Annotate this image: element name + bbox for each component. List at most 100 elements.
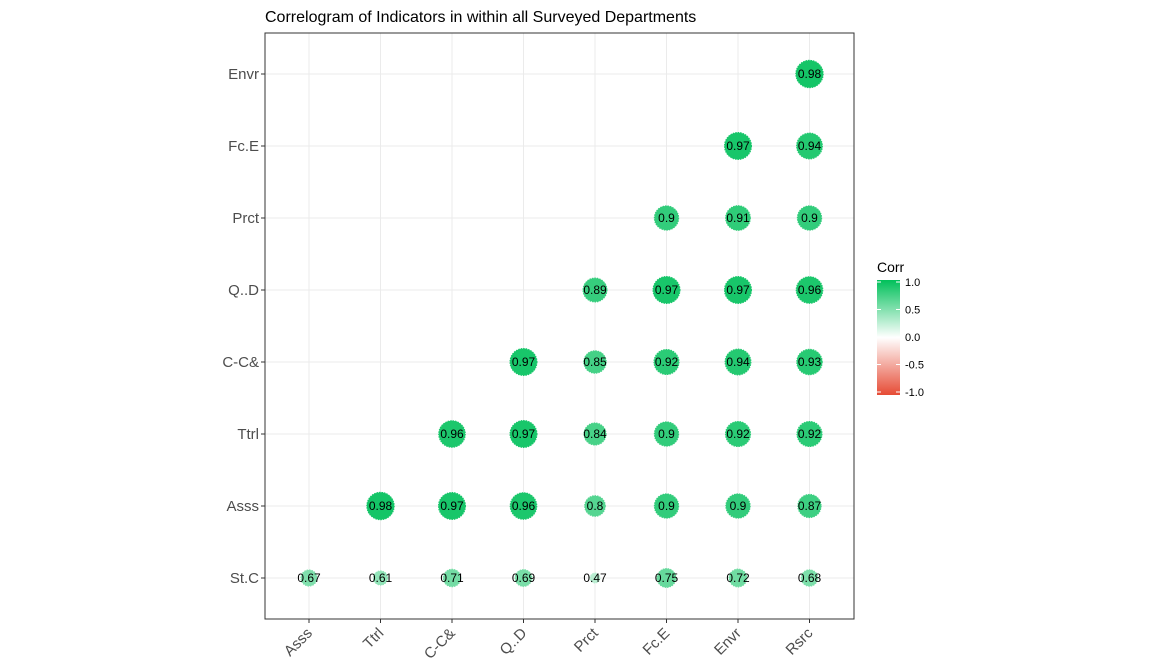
y-tick-label: Q..D [228, 282, 259, 299]
corr-value-label: 0.61 [369, 571, 393, 585]
corr-circle [372, 570, 389, 586]
corr-value-label: 0.85 [583, 355, 607, 369]
legend-tick-label: 0.5 [905, 305, 920, 317]
corr-value-label: 0.8 [587, 499, 604, 513]
x-axis: Asss Ttrl C-C& Q..D Prct Fc.E Envr Rsrc [281, 619, 817, 663]
corr-circle [724, 348, 752, 376]
corr-value-label: 0.94 [726, 355, 750, 369]
x-tick-label: Ttrl [360, 625, 387, 652]
corr-circle [653, 493, 680, 519]
y-tick-label: St.C [230, 570, 259, 587]
corr-value-label: 0.96 [440, 427, 464, 441]
corr-circle [728, 568, 748, 588]
corr-value-label: 0.92 [726, 427, 750, 441]
corr-value-label: 0.92 [655, 355, 679, 369]
plot-panel [265, 33, 854, 619]
legend-tick-label: -0.5 [905, 360, 924, 372]
corr-value-label: 0.9 [658, 211, 675, 225]
legend-title: Corr [877, 259, 905, 275]
corr-circle [725, 205, 751, 231]
corr-value-label: 0.9 [658, 427, 675, 441]
legend-tick-label: 0.0 [905, 332, 920, 344]
legend-tick-label: -1.0 [905, 387, 924, 399]
corr-circle [438, 420, 466, 448]
legend-colorbar [877, 280, 900, 395]
x-tick-label: Prct [571, 624, 602, 655]
y-tick-label: Ttrl [237, 426, 259, 443]
x-tick-label: Rsrc [783, 624, 817, 658]
corr-value-label: 0.47 [583, 571, 607, 585]
chart-title: Correlogram of Indicators in within all … [265, 9, 696, 26]
corr-circle [652, 275, 681, 305]
corr-value-label: 0.75 [655, 571, 679, 585]
corr-circle [656, 568, 677, 588]
corr-value-label: 0.96 [798, 283, 822, 297]
corr-circle [653, 348, 680, 376]
corr-value-label: 0.97 [512, 427, 536, 441]
corr-circle [442, 568, 462, 588]
corr-circle [583, 350, 607, 374]
corr-value-label: 0.9 [801, 211, 818, 225]
corr-value-label: 0.98 [798, 67, 822, 81]
corr-value-label: 0.68 [798, 571, 822, 585]
corr-value-label: 0.93 [798, 355, 822, 369]
y-axis: St.C Asss Ttrl C-C&Q..D Prct Fc.E Envr [222, 66, 265, 587]
correlation-cells: 0.67 0.61 0.71 0.69 0.47 0.75 0.72 0.68 0.98 0.97… [297, 59, 824, 588]
y-tick-label: Envr [228, 66, 259, 83]
corr-circle [796, 420, 823, 448]
corr-value-label: 0.91 [726, 211, 750, 225]
corr-circle [582, 277, 608, 303]
corr-circle [584, 495, 606, 517]
corr-circle [800, 569, 819, 587]
corr-circle [509, 419, 538, 449]
x-tick-label: C-C& [421, 625, 459, 663]
y-tick-label: Asss [226, 498, 259, 515]
corr-value-label: 0.72 [726, 571, 750, 585]
corr-circle [653, 421, 680, 447]
corr-value-label: 0.97 [726, 139, 750, 153]
plot-border [264, 32, 855, 620]
corr-circle [795, 276, 824, 304]
corr-circle [724, 420, 752, 448]
corr-circle [509, 347, 538, 377]
corr-value-label: 0.97 [512, 355, 536, 369]
corr-circle [797, 493, 822, 519]
corr-value-label: 0.87 [798, 499, 822, 513]
corr-value-label: 0.96 [512, 499, 536, 513]
x-tick-label: Q..D [496, 625, 530, 659]
corr-value-label: 0.9 [730, 499, 747, 513]
corr-value-label: 0.67 [297, 571, 321, 585]
corr-circle [725, 493, 751, 519]
y-tick-label: Fc.E [228, 138, 259, 155]
x-tick-label: Envr [711, 625, 745, 659]
x-tick-label: Asss [281, 625, 316, 660]
corr-circle [366, 491, 395, 521]
corr-circle [723, 275, 753, 305]
corr-circle [796, 132, 823, 160]
corr-value-label: 0.94 [798, 139, 822, 153]
corr-circle [795, 59, 824, 89]
corr-circle [723, 131, 753, 161]
corr-value-label: 0.97 [655, 283, 679, 297]
legend: Corr 1.0 0.5 0.0 -0.5 -1.0 [877, 259, 924, 399]
corr-value-label: 0.92 [798, 427, 822, 441]
x-tick-label: Fc.E [639, 625, 673, 659]
corr-value-label: 0.69 [512, 571, 536, 585]
corr-value-label: 0.71 [440, 571, 464, 585]
corr-value-label: 0.97 [726, 283, 750, 297]
legend-tick-label: 1.0 [905, 277, 920, 289]
corr-value-label: 0.98 [369, 499, 393, 513]
corr-value-label: 0.97 [440, 499, 464, 513]
corr-circle [509, 492, 538, 520]
corr-circle [514, 569, 533, 587]
corr-circle [653, 205, 680, 231]
corr-circle [300, 569, 318, 587]
corr-circle [796, 348, 823, 376]
y-tick-label: Prct [232, 210, 260, 227]
corr-circle [796, 205, 823, 231]
corr-value-label: 0.89 [583, 283, 607, 297]
y-tick-label: C-C& [222, 354, 259, 371]
corr-circle [583, 422, 607, 446]
corr-value-label: 0.84 [583, 427, 607, 441]
